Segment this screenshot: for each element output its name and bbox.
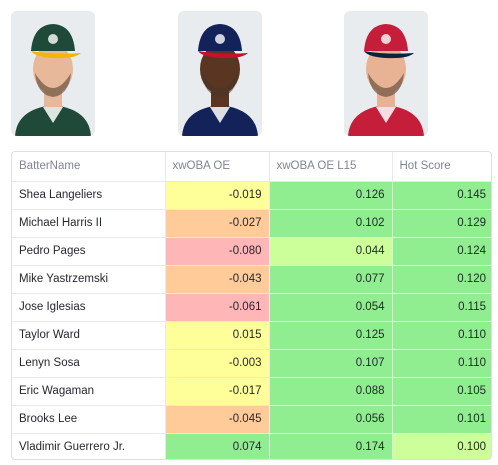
column-header-xwoba-oe[interactable]: xwOBA OE [165,152,270,182]
column-header-hot-score[interactable]: Hot Score [392,152,491,182]
hot-score-cell[interactable]: 0.115 [392,293,491,322]
xwoba-oe-l15-cell[interactable]: 0.077 [269,265,393,294]
xwoba-oe-l15-cell[interactable]: 0.102 [269,209,393,238]
hot-score-cell[interactable]: 0.105 [392,377,491,406]
xwoba-oe-cell[interactable]: -0.017 [165,377,270,406]
xwoba-oe-cell[interactable]: -0.061 [165,293,270,322]
xwoba-oe-l15-cell[interactable]: 0.056 [269,405,393,434]
table-row: Shea Langeliers -0.019 0.126 0.145 [12,181,491,210]
batter-name-cell[interactable]: Taylor Ward [12,321,166,350]
batter-name-cell[interactable]: Mike Yastrzemski [12,265,166,294]
column-header-xwoba-oe-l15[interactable]: xwOBA OE L15 [269,152,393,182]
table-row: Lenyn Sosa -0.003 0.107 0.110 [12,349,491,378]
table-row: Brooks Lee -0.045 0.056 0.101 [12,405,491,434]
hot-score-cell[interactable]: 0.120 [392,265,491,294]
player-headshot [344,11,428,136]
table-row: Vladimir Guerrero Jr. 0.074 0.174 0.100 [12,433,491,459]
player-photos [0,0,498,140]
hot-score-cell[interactable]: 0.110 [392,349,491,378]
table-row: Mike Yastrzemski -0.043 0.077 0.120 [12,265,491,294]
table-row: Eric Wagaman -0.017 0.088 0.105 [12,377,491,406]
hot-score-cell[interactable]: 0.145 [392,181,491,210]
batter-name-cell[interactable]: Jose Iglesias [12,293,166,322]
batter-name-cell[interactable]: Brooks Lee [12,405,166,434]
hot-score-cell[interactable]: 0.101 [392,405,491,434]
xwoba-oe-l15-cell[interactable]: 0.088 [269,377,393,406]
table-row: Pedro Pages -0.080 0.044 0.124 [12,237,491,266]
batter-name-cell[interactable]: Michael Harris II [12,209,166,238]
batter-name-cell[interactable]: Pedro Pages [12,237,166,266]
xwoba-oe-l15-cell[interactable]: 0.174 [269,433,393,459]
xwoba-oe-cell[interactable]: -0.043 [165,265,270,294]
xwoba-oe-l15-cell[interactable]: 0.126 [269,181,393,210]
xwoba-oe-cell[interactable]: 0.074 [165,433,270,459]
xwoba-oe-cell[interactable]: -0.003 [165,349,270,378]
hot-score-cell[interactable]: 0.124 [392,237,491,266]
batter-name-cell[interactable]: Eric Wagaman [12,377,166,406]
xwoba-oe-l15-cell[interactable]: 0.044 [269,237,393,266]
batter-name-cell[interactable]: Lenyn Sosa [12,349,166,378]
table-header-row: BatterName xwOBA OE xwOBA OE L15 Hot Sco… [12,152,491,182]
xwoba-oe-cell[interactable]: -0.080 [165,237,270,266]
hot-score-cell[interactable]: 0.110 [392,321,491,350]
batter-name-cell[interactable]: Vladimir Guerrero Jr. [12,433,166,459]
table-row: Michael Harris II -0.027 0.102 0.129 [12,209,491,238]
hot-batters-table[interactable]: BatterName xwOBA OE xwOBA OE L15 Hot Sco… [11,151,492,460]
hot-score-cell[interactable]: 0.100 [392,433,491,459]
headshot-graphic [178,11,262,136]
column-header-batter-name[interactable]: BatterName [12,152,166,182]
table-row: Jose Iglesias -0.061 0.054 0.115 [12,293,491,322]
player-headshot [178,11,262,136]
xwoba-oe-cell[interactable]: -0.045 [165,405,270,434]
xwoba-oe-cell[interactable]: 0.015 [165,321,270,350]
hot-score-cell[interactable]: 0.129 [392,209,491,238]
batter-name-cell[interactable]: Shea Langeliers [12,181,166,210]
xwoba-oe-l15-cell[interactable]: 0.107 [269,349,393,378]
table-row: Taylor Ward 0.015 0.125 0.110 [12,321,491,350]
xwoba-oe-cell[interactable]: -0.019 [165,181,270,210]
headshot-graphic [11,11,95,136]
xwoba-oe-cell[interactable]: -0.027 [165,209,270,238]
xwoba-oe-l15-cell[interactable]: 0.054 [269,293,393,322]
player-headshot [11,11,95,136]
xwoba-oe-l15-cell[interactable]: 0.125 [269,321,393,350]
headshot-graphic [344,11,428,136]
